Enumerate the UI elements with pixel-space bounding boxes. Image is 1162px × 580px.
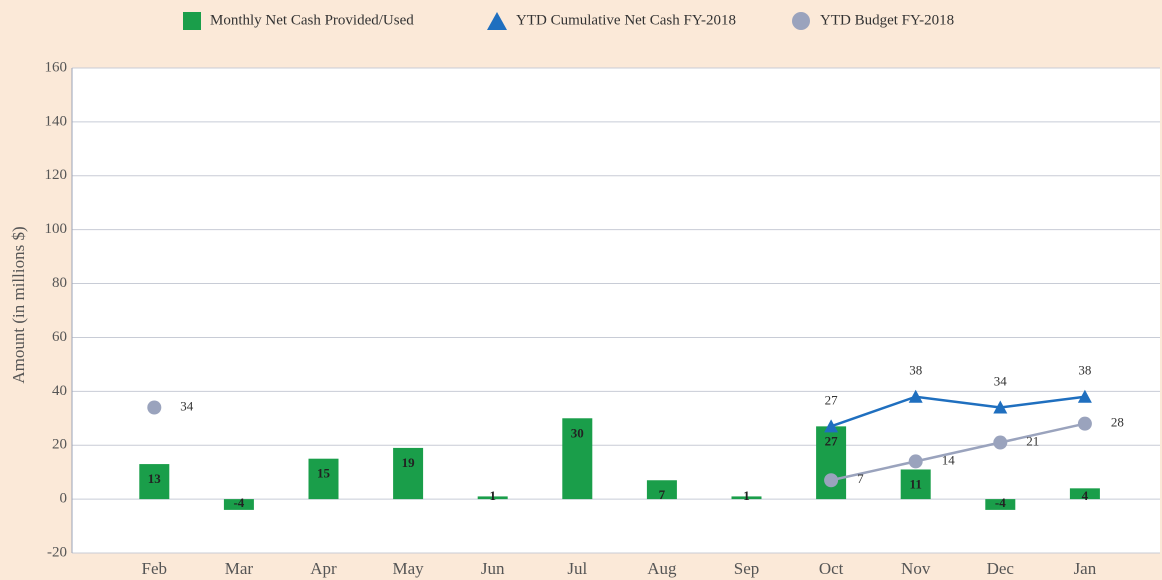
y-tick-label: 100	[45, 221, 68, 237]
data-label: 38	[909, 363, 922, 378]
x-tick-label: Jun	[481, 559, 505, 578]
data-label: 34	[994, 373, 1008, 388]
y-tick-label: 120	[45, 167, 68, 183]
y-tick-label: 0	[60, 491, 68, 507]
legend-label: Monthly Net Cash Provided/Used	[210, 12, 414, 28]
data-label: 4	[1082, 488, 1089, 503]
data-label: -4	[995, 495, 1006, 510]
bar	[308, 458, 339, 500]
marker	[908, 389, 923, 403]
bar	[900, 469, 931, 500]
data-label: -4	[233, 495, 244, 510]
marker	[1077, 389, 1092, 403]
x-tick-label: Mar	[225, 559, 254, 578]
data-label: 34	[180, 398, 194, 413]
y-tick-label: 20	[52, 437, 67, 453]
bar	[562, 418, 593, 500]
bar	[646, 480, 677, 500]
marker	[1077, 416, 1092, 431]
data-label: 1	[743, 488, 750, 503]
bar	[223, 499, 254, 510]
marker	[147, 400, 162, 415]
data-label: 7	[857, 471, 864, 486]
data-label: 19	[402, 455, 416, 470]
bar	[1069, 488, 1100, 500]
y-tick-label: 140	[45, 113, 68, 129]
bar	[731, 496, 762, 500]
data-label: 14	[942, 452, 956, 467]
data-label: 15	[317, 466, 331, 481]
marker	[993, 435, 1008, 450]
y-tick-label: 80	[52, 275, 67, 291]
x-tick-label: Oct	[819, 559, 844, 578]
data-label: 30	[571, 425, 584, 440]
x-tick-label: Feb	[142, 559, 168, 578]
marker	[993, 400, 1008, 414]
marker	[824, 419, 839, 433]
y-tick-label: 40	[52, 383, 67, 399]
marker	[908, 454, 923, 469]
data-label: 1	[489, 488, 496, 503]
data-label: 13	[148, 471, 162, 486]
bar	[477, 496, 508, 500]
marker	[824, 473, 839, 488]
x-tick-label: Dec	[987, 559, 1015, 578]
legend: Monthly Net Cash Provided/Used YTD Cumul…	[183, 12, 954, 30]
x-tick-label: May	[393, 559, 425, 578]
x-tick-label: Jul	[567, 559, 587, 578]
y-tick-label: 160	[45, 59, 68, 75]
data-label: 28	[1111, 415, 1124, 430]
y-tick-label: -20	[47, 544, 67, 560]
x-tick-label: Sep	[734, 559, 760, 578]
data-label: 38	[1078, 363, 1091, 378]
data-label: 27	[825, 392, 839, 407]
legend-label: YTD Budget FY-2018	[820, 12, 954, 28]
data-label: 11	[910, 476, 922, 491]
legend-swatch	[183, 12, 201, 30]
legend-label: YTD Cumulative Net Cash FY-2018	[516, 12, 736, 28]
x-tick-label: Apr	[310, 559, 337, 578]
line	[830, 395, 1086, 428]
legend-swatch	[792, 12, 810, 30]
y-axis-label: Amount (in millions $)	[9, 226, 28, 383]
bar	[985, 499, 1016, 510]
y-tick-label: 60	[52, 329, 67, 345]
data-label: 7	[659, 487, 666, 502]
x-tick-label: Aug	[647, 559, 677, 578]
data-label: 21	[1026, 434, 1039, 449]
line	[830, 422, 1086, 482]
x-tick-label: Jan	[1074, 559, 1097, 578]
legend-swatch	[487, 12, 507, 30]
plot-area	[72, 68, 1160, 553]
bar	[139, 464, 170, 500]
data-label: 27	[825, 433, 839, 448]
bar	[393, 447, 424, 500]
x-tick-label: Nov	[901, 559, 931, 578]
